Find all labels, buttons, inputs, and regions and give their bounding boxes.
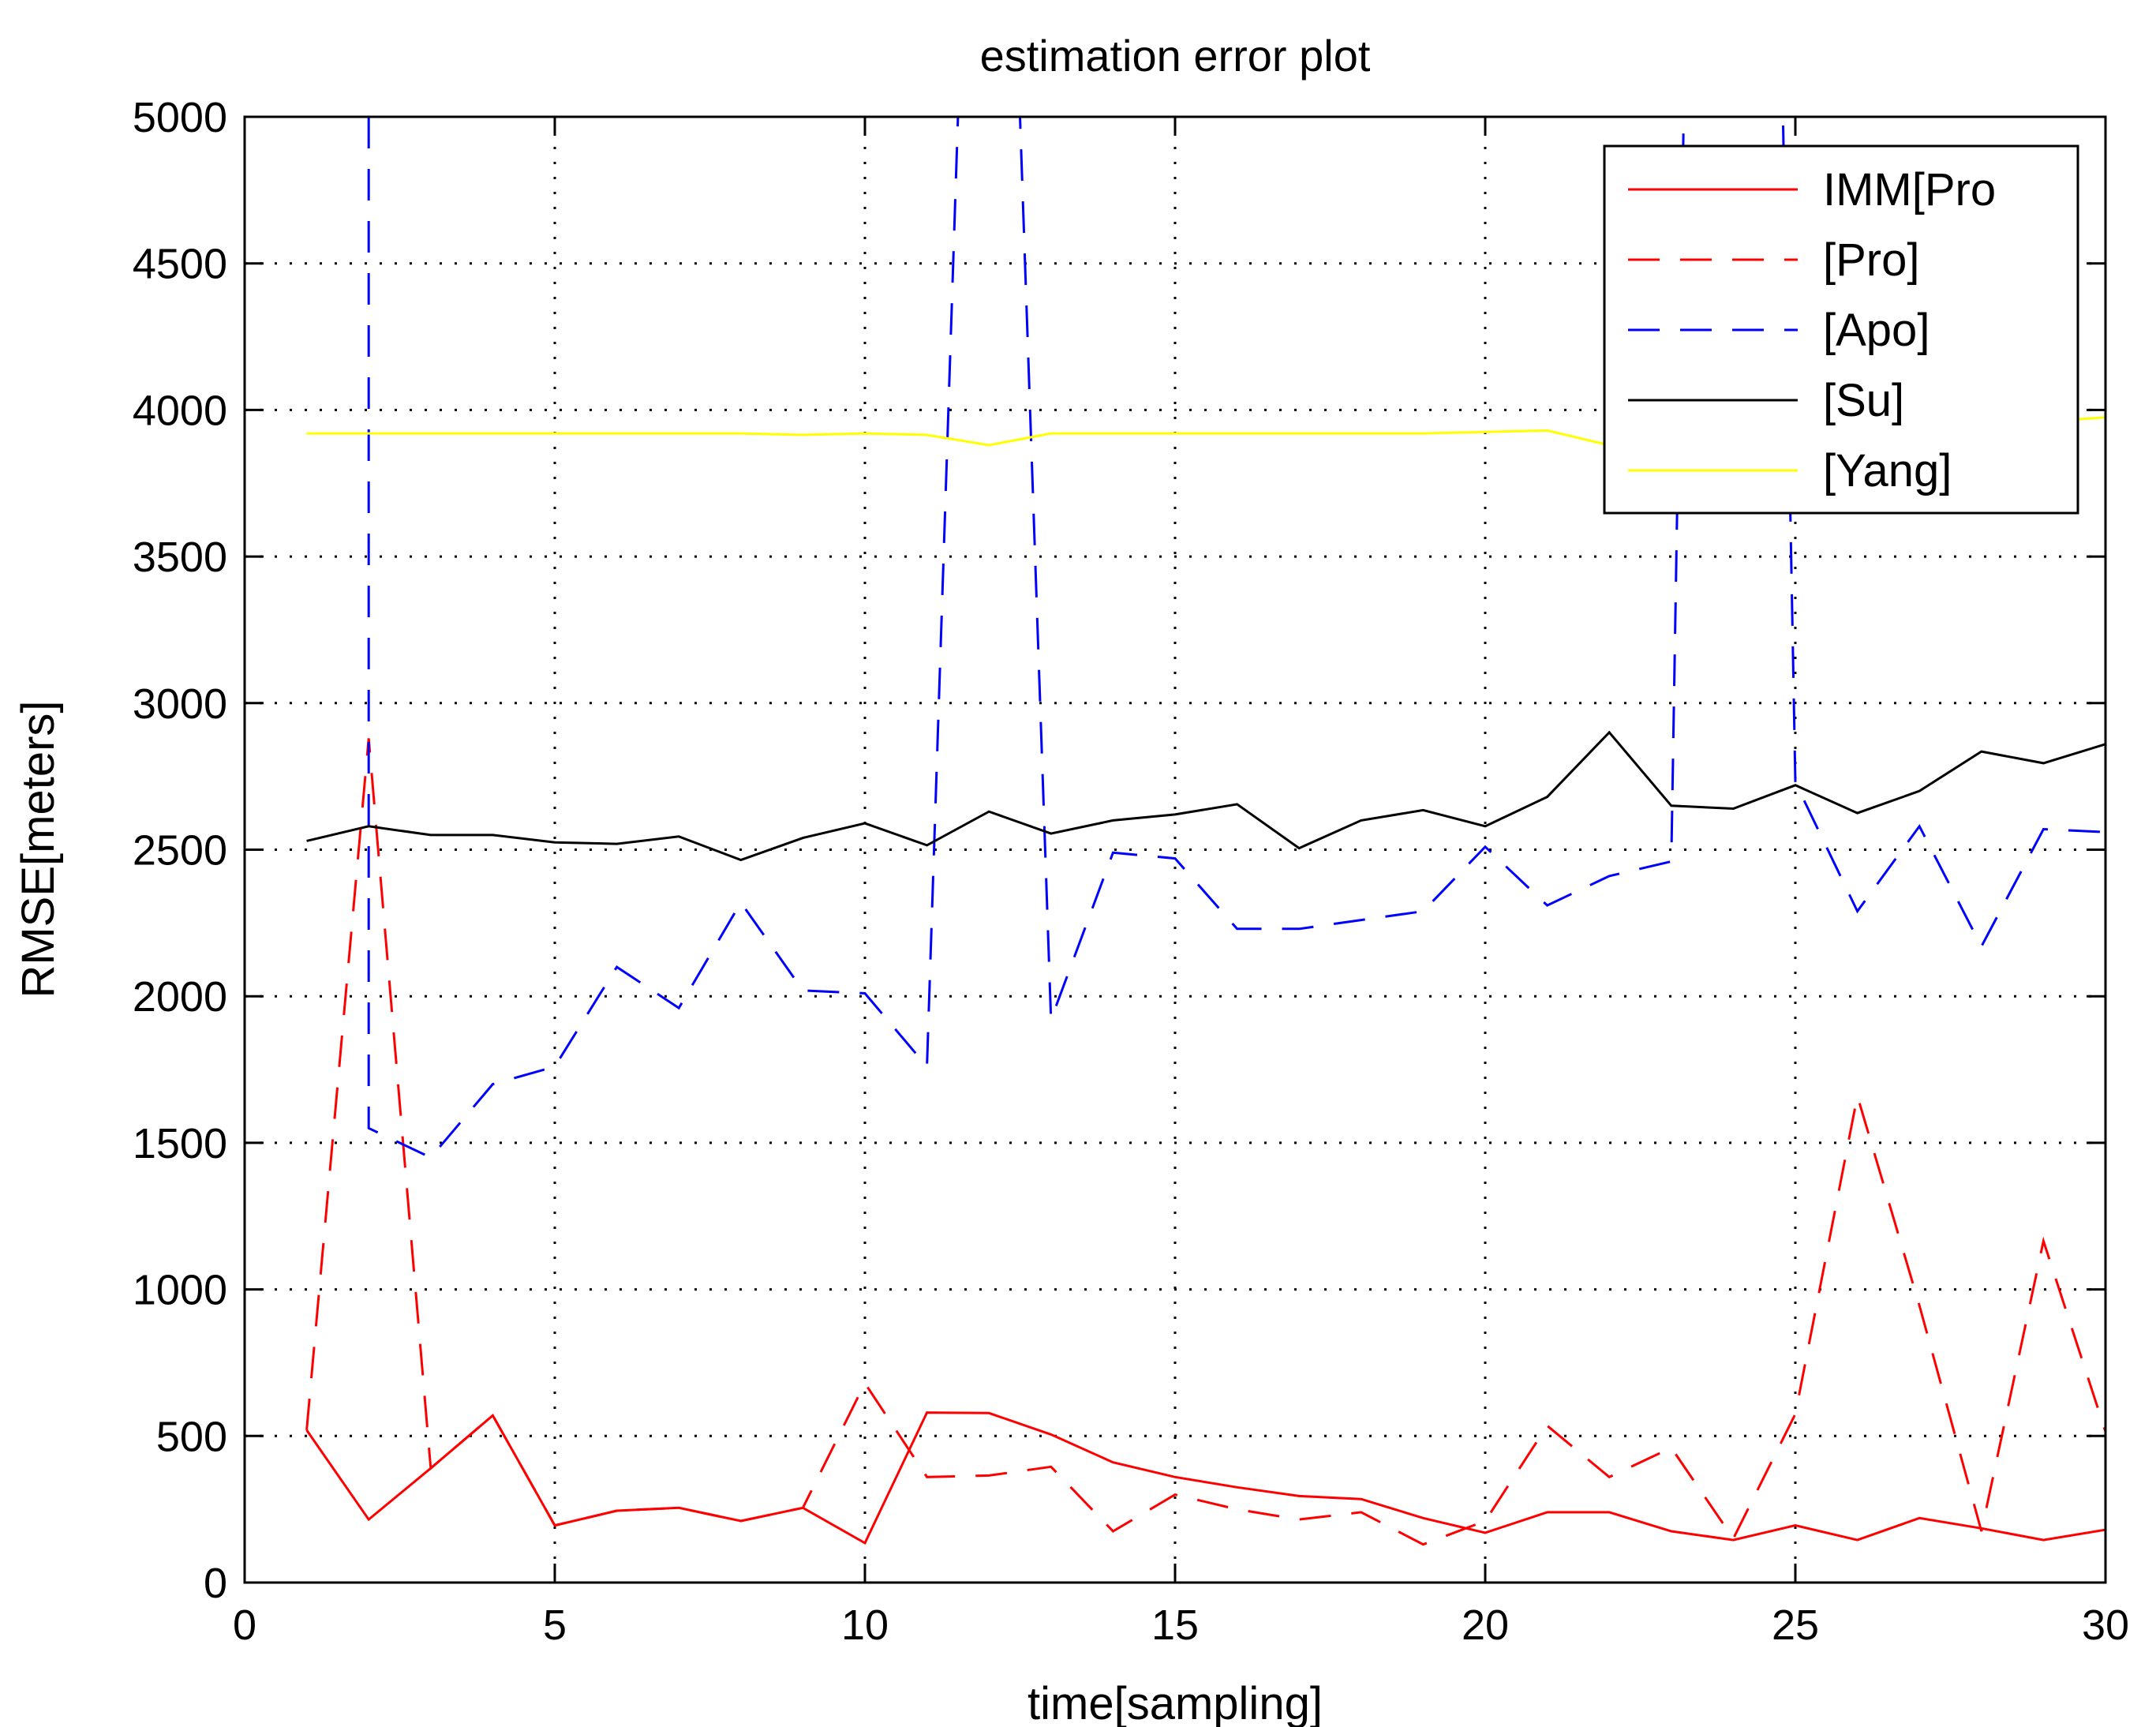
x-tick-label: 15 bbox=[1151, 1602, 1199, 1649]
legend-label-1: IMM[Pro bbox=[1823, 164, 1996, 215]
series-line-2 bbox=[305, 738, 2105, 1546]
x-tick-label: 30 bbox=[2082, 1602, 2129, 1649]
legend-label-4: [Su] bbox=[1823, 375, 1904, 426]
series-group bbox=[305, 117, 2105, 1546]
y-tick-label: 500 bbox=[156, 1413, 227, 1460]
legend-label-2: [Pro] bbox=[1823, 234, 1920, 286]
y-tick-labels: 0 500 1000 1500 2000 2500 3000 3500 4000 4500 5000 bbox=[133, 94, 227, 1607]
y-tick-label: 1000 bbox=[133, 1267, 227, 1314]
legend: IMM[Pro [Pro] [Apo] [Su] [Yang] bbox=[1603, 144, 2079, 515]
x-axis-title: time[sampling] bbox=[1027, 1678, 1323, 1727]
series-line-3 bbox=[367, 117, 2105, 1159]
y-tick-label: 4500 bbox=[133, 241, 227, 288]
legend-label-3: [Apo] bbox=[1823, 305, 1930, 356]
y-tick-label: 5000 bbox=[133, 94, 227, 141]
series-line-4 bbox=[306, 730, 2105, 862]
y-tick-label: 3000 bbox=[133, 680, 227, 728]
y-tick-label: 2000 bbox=[133, 973, 227, 1021]
y-tick-label: 0 bbox=[204, 1560, 227, 1607]
y-tick-label: 1500 bbox=[133, 1120, 227, 1167]
x-tick-label: 20 bbox=[1462, 1602, 1509, 1649]
x-tick-labels: 0 5 10 15 20 25 30 bbox=[233, 1602, 2129, 1649]
y-tick-label: 2500 bbox=[133, 827, 227, 875]
legend-label-5: [Yang] bbox=[1823, 445, 1952, 496]
y-tick-label: 3500 bbox=[133, 534, 227, 581]
x-tick-label: 0 bbox=[233, 1602, 256, 1649]
axis-ticks bbox=[243, 115, 2107, 1584]
x-tick-label: 5 bbox=[543, 1602, 567, 1649]
chart-title: estimation error plot bbox=[980, 31, 1371, 81]
x-tick-label: 25 bbox=[1772, 1602, 1819, 1649]
y-axis-title: RMSE[meters] bbox=[13, 700, 64, 998]
y-tick-label: 4000 bbox=[133, 387, 227, 434]
grid bbox=[245, 117, 2105, 1583]
x-tick-label: 10 bbox=[841, 1602, 889, 1649]
